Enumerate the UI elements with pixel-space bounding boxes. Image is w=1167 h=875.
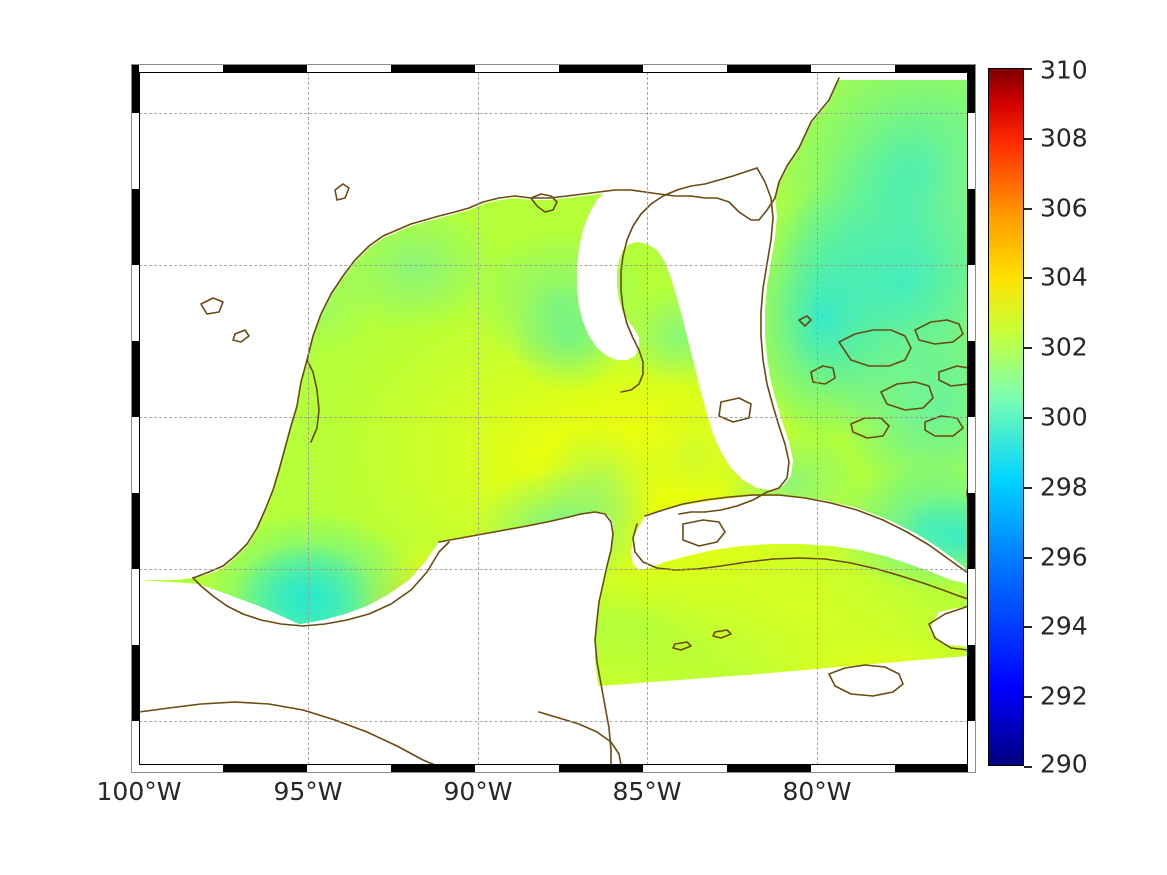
colorbar-tick-300 — [1024, 417, 1032, 419]
colorbar-tick-298 — [1024, 487, 1032, 489]
map-axes[interactable] — [131, 64, 976, 773]
colorbar-label-296: 296 — [1040, 542, 1088, 572]
colorbar-tick-302 — [1024, 347, 1032, 349]
colorbar-tick-292 — [1024, 696, 1032, 698]
xtick-label-90w: 90°W — [443, 777, 513, 806]
colorbar-label-308: 308 — [1040, 123, 1088, 153]
colorbar-tick-296 — [1024, 557, 1032, 559]
colorbar-label-292: 292 — [1040, 681, 1088, 711]
neatline-top — [132, 65, 975, 72]
colorbar-tick-290 — [1024, 766, 1032, 768]
colorbar-label-300: 300 — [1040, 402, 1088, 432]
xtick-label-100w: 100°W — [96, 777, 182, 806]
colorbar[interactable]: 310 308 306 304 302 300 298 296 294 292 … — [988, 58, 1088, 777]
colorbar-tick-306 — [1024, 208, 1032, 210]
colorbar-tick-294 — [1024, 626, 1032, 628]
xtick-label-80w: 80°W — [782, 777, 852, 806]
colorbar-label-302: 302 — [1040, 332, 1088, 362]
colorbar-label-294: 294 — [1040, 611, 1088, 641]
colorbar-label-310: 310 — [1040, 55, 1088, 85]
colorbar-tick-308 — [1024, 138, 1032, 140]
colorbar-label-290: 290 — [1040, 749, 1088, 779]
colorbar-label-306: 306 — [1040, 193, 1088, 223]
sst-raster — [139, 72, 968, 765]
colorbar-gradient — [988, 68, 1024, 766]
neatline-right — [968, 65, 975, 772]
neatline-outer — [131, 64, 976, 773]
neatline-bottom — [132, 765, 975, 772]
map-plot-area[interactable] — [139, 72, 968, 765]
neatline-left — [132, 65, 139, 772]
xtick-label-95w: 95°W — [273, 777, 343, 806]
colorbar-label-298: 298 — [1040, 472, 1088, 502]
colorbar-label-304: 304 — [1040, 262, 1088, 292]
colorbar-tick-304 — [1024, 277, 1032, 279]
xtick-label-85w: 85°W — [612, 777, 682, 806]
colorbar-tick-310 — [1024, 68, 1032, 70]
